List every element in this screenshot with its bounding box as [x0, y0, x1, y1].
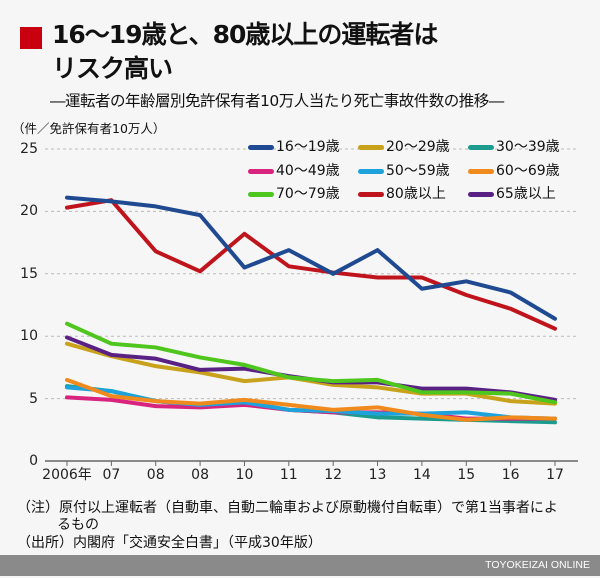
note-line: （注）原付以上運転者（自動車、自動二輪車および原動機付自転車）で第1当事者によ	[17, 500, 558, 516]
x-tick-label: 12	[324, 467, 343, 483]
x-tick-label: 16	[501, 467, 520, 483]
title-line-2: リスク高い	[52, 54, 173, 83]
series-line	[65, 198, 557, 331]
legend-label: 16〜19歳	[276, 139, 340, 155]
x-tick-label: 13	[368, 467, 387, 483]
legend-label: 80歳以上	[386, 186, 446, 202]
x-tick-label: 08	[146, 467, 165, 483]
x-tick-label: 15	[457, 467, 476, 483]
x-tick-label: 11	[279, 467, 298, 483]
legend-swatch	[358, 168, 384, 174]
y-tick-label: 5	[29, 390, 38, 407]
footer-bar	[0, 555, 600, 576]
legend-label: 65歳以上	[496, 186, 556, 202]
legend-label: 30〜39歳	[496, 139, 560, 155]
x-tick-label: 08	[191, 467, 209, 483]
y-axis-label: （件／免許保有者10万人）	[12, 121, 166, 136]
legend-swatch	[468, 168, 494, 174]
x-tick-label: 14	[412, 467, 431, 483]
x-tick-label: 17	[546, 467, 564, 483]
y-tick-label: 10	[20, 328, 38, 345]
y-tick-label: 25	[20, 141, 38, 157]
subtitle: ―運転者の年齢層別免許保有者10万人当たり死亡事故件数の推移―	[50, 92, 504, 110]
legend-label: 70〜79歳	[276, 186, 340, 202]
legend-label: 20〜29歳	[386, 139, 450, 155]
series-line	[65, 321, 557, 405]
y-tick-label: 20	[20, 203, 38, 220]
credit: TOYOKEIZAI ONLINE	[485, 559, 590, 571]
y-tick-label: 15	[20, 265, 38, 282]
series-line	[65, 377, 557, 422]
title-line-1: 16〜19歳と、80歳以上の運転者は	[52, 20, 438, 49]
legend-swatch	[248, 145, 274, 150]
legend-swatch	[358, 145, 384, 150]
legend-swatch	[468, 192, 494, 197]
legend-label: 40〜49歳	[276, 162, 340, 179]
y-tick-label: 0	[29, 453, 38, 469]
legend-swatch	[248, 192, 274, 197]
series-line	[65, 195, 557, 321]
x-tick-label: 07	[102, 467, 121, 483]
legend-swatch	[358, 192, 384, 197]
legend-swatch	[468, 145, 494, 150]
x-tick-label: 10	[235, 467, 254, 483]
legend-label: 60〜69歳	[496, 162, 560, 179]
source-note: （出所）内閣府「交通安全白書」（平成30年版）	[17, 535, 322, 551]
title-marker	[20, 27, 42, 49]
legend-swatch	[248, 168, 274, 174]
legend-label: 50〜59歳	[386, 162, 450, 179]
note-continuation: るもの	[57, 517, 99, 533]
x-tick-label: 2006年	[42, 467, 92, 483]
